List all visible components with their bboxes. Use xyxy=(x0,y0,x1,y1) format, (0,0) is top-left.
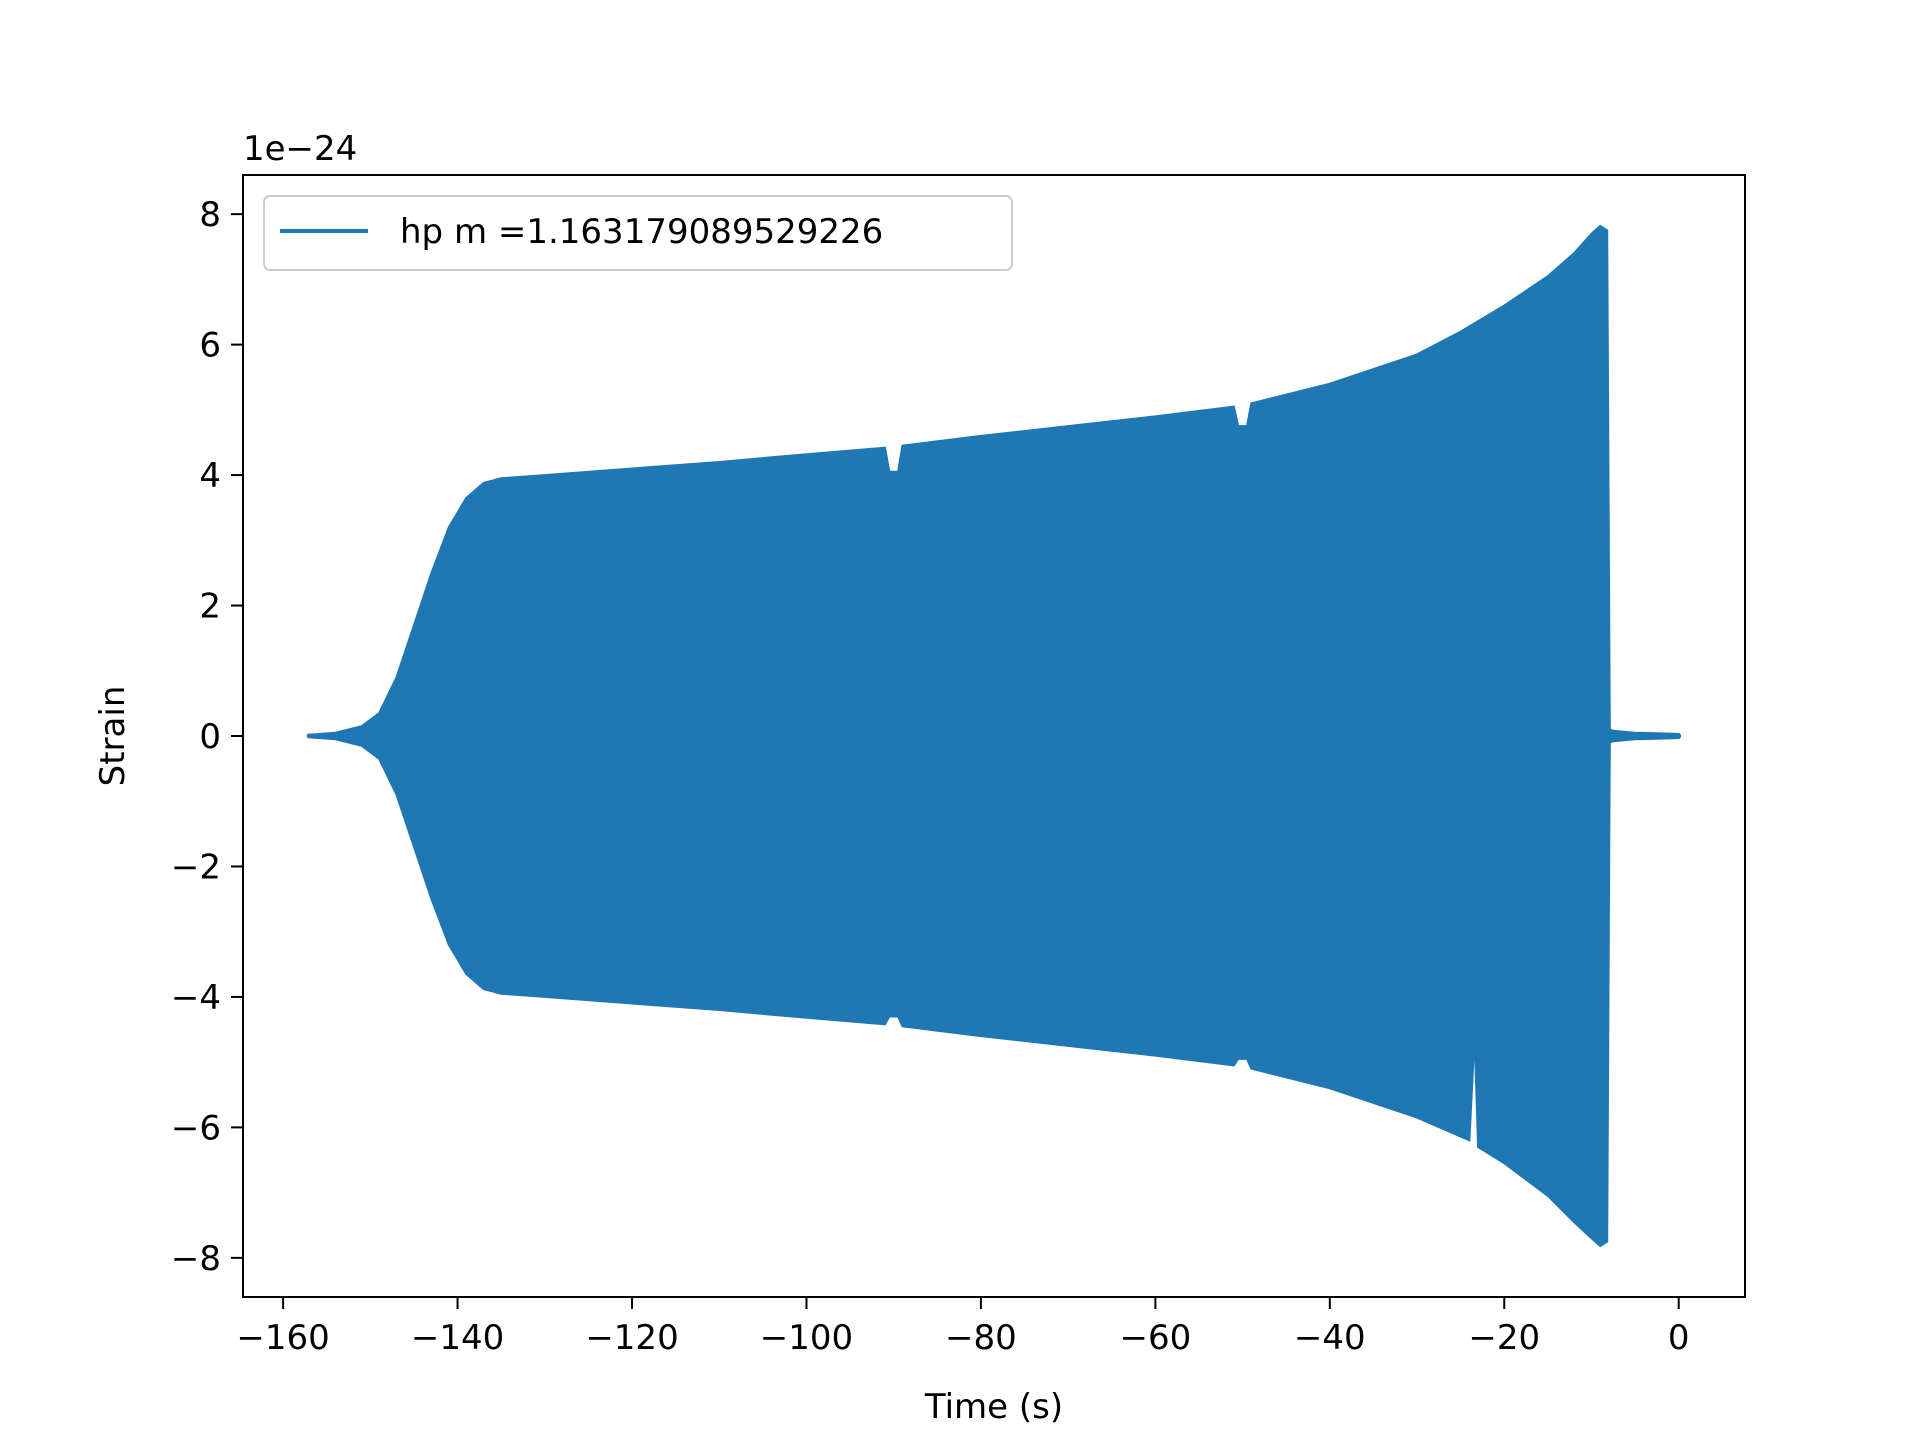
x-tick-label: −40 xyxy=(1294,1318,1366,1358)
y-tick-label: 8 xyxy=(199,195,221,235)
y-tick-label: 2 xyxy=(199,587,221,627)
y-tick-label: −6 xyxy=(171,1108,221,1148)
x-tick-label: −120 xyxy=(585,1318,678,1358)
legend-entry: hp m =1.163179089529226 xyxy=(400,212,883,252)
y-tick-label: 6 xyxy=(199,326,221,366)
y-tick-label: −8 xyxy=(171,1239,221,1279)
plot-area xyxy=(306,224,1682,1248)
y-axis-ticks: −8 −6 −4 −2 0 2 4 6 8 xyxy=(171,195,243,1279)
x-axis-label: Time (s) xyxy=(924,1387,1063,1427)
x-tick-label: 0 xyxy=(1668,1318,1690,1358)
y-tick-label: 4 xyxy=(199,456,221,496)
x-tick-label: −140 xyxy=(411,1318,504,1358)
x-axis-ticks: −160 −140 −120 −100 −80 −60 −40 −20 0 xyxy=(236,1297,1690,1358)
x-tick-label: −80 xyxy=(945,1318,1017,1358)
y-tick-label: −4 xyxy=(171,978,221,1018)
y-offset-label: 1e−24 xyxy=(243,129,357,169)
x-tick-label: −60 xyxy=(1119,1318,1191,1358)
x-tick-label: −20 xyxy=(1468,1318,1540,1358)
waveform-series xyxy=(308,224,1680,1248)
legend-box xyxy=(263,195,1013,271)
y-tick-label: −2 xyxy=(171,847,221,887)
legend: hp m =1.163179089529226 xyxy=(263,195,1013,271)
y-axis-label: Strain xyxy=(93,686,133,787)
x-tick-label: −100 xyxy=(760,1318,853,1358)
y-tick-label: 0 xyxy=(199,717,221,757)
x-tick-label: −160 xyxy=(236,1318,329,1358)
